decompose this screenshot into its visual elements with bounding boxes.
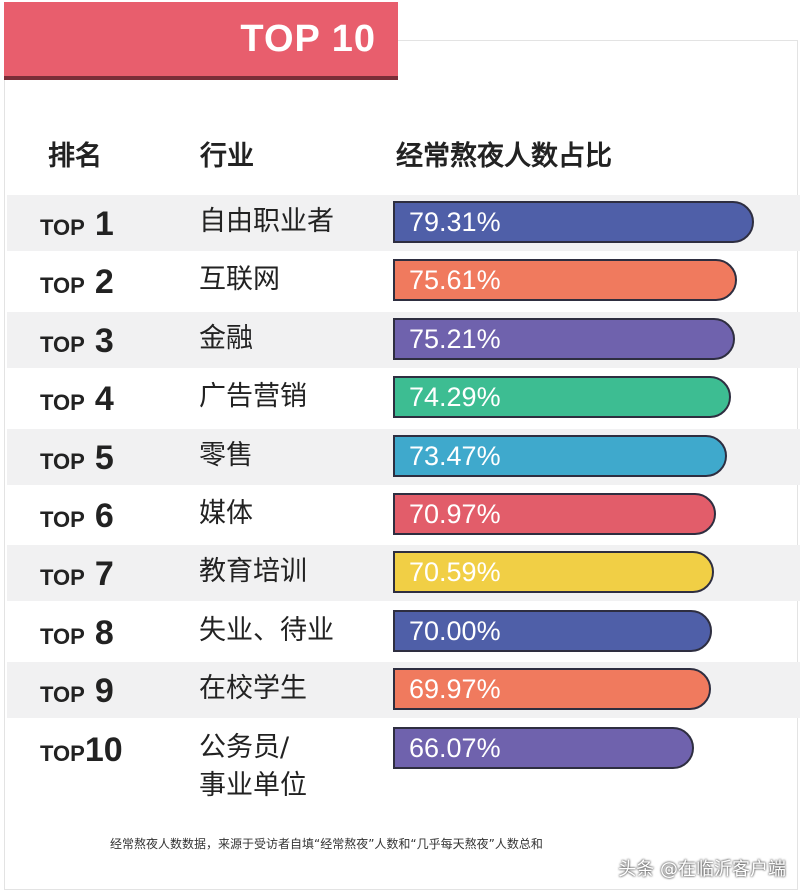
rank-number: 2: [94, 263, 114, 301]
bar: 69.97%: [393, 668, 711, 710]
bar: 75.61%: [393, 259, 737, 301]
bar-value-label: 69.97%: [409, 674, 501, 704]
bar-value-label: 70.97%: [409, 499, 501, 529]
industry-label: 在校学生: [199, 670, 307, 708]
table-row: TOP 8 失业、待业 70.00%: [7, 604, 800, 660]
rank-label: TOP 5: [40, 439, 114, 478]
industry-line: 自由职业者: [199, 206, 334, 237]
bar: 70.59%: [393, 551, 714, 593]
rank-number: 7: [94, 555, 114, 593]
rank-number: 1: [94, 205, 114, 243]
rank-number: 4: [94, 380, 114, 418]
bar: 66.07%: [393, 727, 694, 769]
bar-value-label: 70.59%: [409, 557, 501, 587]
footnote: 经常熬夜人数数据，来源于受访者自填“经常熬夜”人数和“几乎每天熬夜”人数总和: [110, 837, 543, 851]
table-row: TOP 6 媒体 70.97%: [7, 487, 800, 543]
rank-prefix: TOP: [40, 507, 85, 532]
rank-prefix: TOP: [40, 682, 85, 707]
rank-prefix: TOP: [40, 215, 85, 240]
table-row: TOP 2 互联网 75.61%: [7, 253, 800, 309]
rank-label: TOP 4: [40, 380, 114, 419]
rank-prefix: TOP: [40, 332, 85, 357]
industry-line: 教育培训: [199, 556, 307, 587]
table-row: TOP 5 零售 73.47%: [7, 429, 800, 485]
industry-line: 零售: [199, 440, 253, 471]
title-banner: TOP 10: [4, 2, 398, 80]
industry-label: 自由职业者: [199, 203, 334, 241]
bar: 79.31%: [393, 201, 754, 243]
industry-line: 失业、待业: [199, 615, 334, 646]
bar-value-label: 74.29%: [409, 382, 501, 412]
industry-line: 事业单位: [199, 770, 307, 801]
industry-line: 在校学生: [199, 673, 307, 704]
rank-prefix: TOP: [40, 565, 85, 590]
rank-header: 排名: [48, 141, 102, 172]
chart-title: TOP 10: [240, 18, 376, 60]
industry-line: 媒体: [199, 498, 253, 529]
bar: 70.00%: [393, 610, 712, 652]
rank-label: TOP 8: [40, 614, 114, 653]
industry-label: 互联网: [199, 261, 280, 299]
rank-number: 10: [84, 731, 123, 769]
industry-label: 金融: [199, 320, 253, 358]
table-row: TOP 1 自由职业者 79.31%: [7, 195, 800, 251]
bar-value-label: 75.21%: [409, 324, 501, 354]
industry-line: 互联网: [199, 264, 280, 295]
rank-prefix: TOP: [40, 741, 85, 766]
industry-label: 失业、待业: [199, 612, 334, 650]
watermark: 头条 @在临沂客户端: [618, 859, 786, 880]
rank-label: TOP 2: [40, 263, 114, 302]
table-row: TOP 9 在校学生 69.97%: [7, 662, 800, 718]
bar-value-label: 75.61%: [409, 265, 501, 295]
rank-prefix: TOP: [40, 273, 85, 298]
rank-label: TOP 7: [40, 555, 114, 594]
table-row: TOP 3 金融 75.21%: [7, 312, 800, 368]
bar-value-label: 66.07%: [409, 733, 501, 763]
bar: 75.21%: [393, 318, 735, 360]
table-row: TOP 4 广告营销 74.29%: [7, 370, 800, 426]
industry-header: 行业: [200, 141, 254, 172]
rank-label: TOP 9: [40, 672, 114, 711]
rank-prefix: TOP: [40, 390, 85, 415]
rank-prefix: TOP: [40, 624, 85, 649]
bar: 73.47%: [393, 435, 727, 477]
industry-line: 公务员/: [199, 732, 290, 763]
industry-label: 教育培训: [199, 553, 307, 591]
bar-value-label: 70.00%: [409, 616, 501, 646]
rank-number: 3: [94, 322, 114, 360]
rank-label: TOP 3: [40, 322, 114, 361]
header-row: 排名 行业 经常熬夜人数占比: [0, 135, 800, 179]
bar: 74.29%: [393, 376, 731, 418]
rank-label: TOP 6: [40, 497, 114, 536]
rank-number: 9: [94, 672, 114, 710]
bar-value-label: 79.31%: [409, 207, 501, 237]
industry-line: 广告营销: [199, 381, 307, 412]
industry-label: 广告营销: [199, 378, 307, 416]
table-row: TOP 7 教育培训 70.59%: [7, 545, 800, 601]
industry-line: 金融: [199, 323, 253, 354]
rank-number: 5: [94, 439, 114, 477]
industry-label: 零售: [199, 437, 253, 475]
rank-number: 8: [94, 614, 114, 652]
rank-number: 6: [94, 497, 114, 535]
rank-label: TOP 1: [40, 205, 114, 244]
share-header: 经常熬夜人数占比: [396, 141, 612, 172]
industry-label: 媒体: [199, 495, 253, 533]
rank-prefix: TOP: [40, 449, 85, 474]
industry-label: 公务员/事业单位: [199, 729, 307, 805]
bar-value-label: 73.47%: [409, 441, 501, 471]
rank-label: TOP10: [40, 731, 123, 770]
table-row: TOP10 公务员/事业单位 66.07%: [7, 721, 800, 803]
bar: 70.97%: [393, 493, 716, 535]
